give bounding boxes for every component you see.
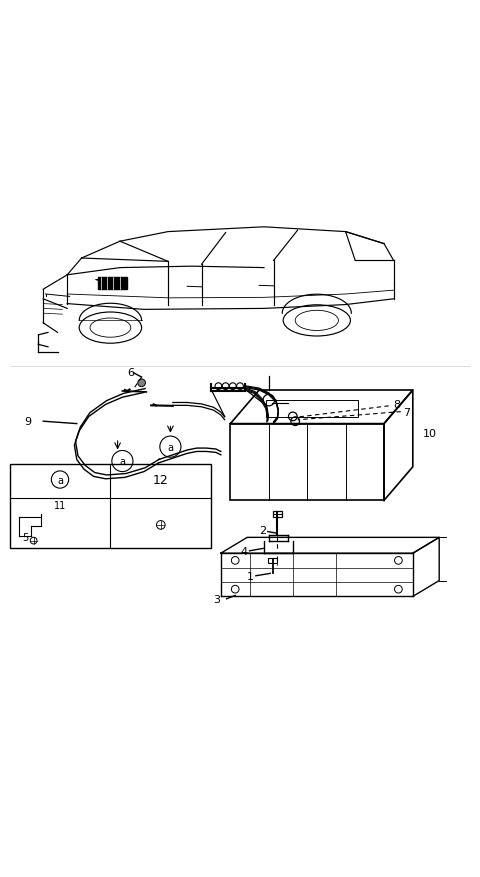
Bar: [10, 465, 211, 549]
Bar: [98, 278, 127, 290]
Bar: [273, 512, 282, 517]
Text: 7: 7: [403, 407, 410, 417]
Text: 2: 2: [259, 525, 266, 536]
Text: 1: 1: [247, 571, 254, 581]
Bar: [230, 424, 384, 501]
Text: a: a: [120, 457, 125, 467]
Text: 11: 11: [54, 500, 66, 510]
Text: a: a: [57, 475, 63, 485]
Bar: [266, 401, 358, 417]
Text: 12: 12: [153, 474, 168, 487]
Text: 9: 9: [24, 417, 31, 427]
Circle shape: [138, 380, 145, 388]
Bar: [268, 559, 277, 563]
Text: 3: 3: [214, 594, 221, 604]
Text: 5: 5: [22, 533, 28, 543]
Text: a: a: [168, 442, 173, 453]
Text: 10: 10: [422, 429, 436, 438]
Text: 6: 6: [127, 367, 134, 377]
Text: 4: 4: [240, 546, 247, 556]
Text: 8: 8: [394, 400, 401, 410]
